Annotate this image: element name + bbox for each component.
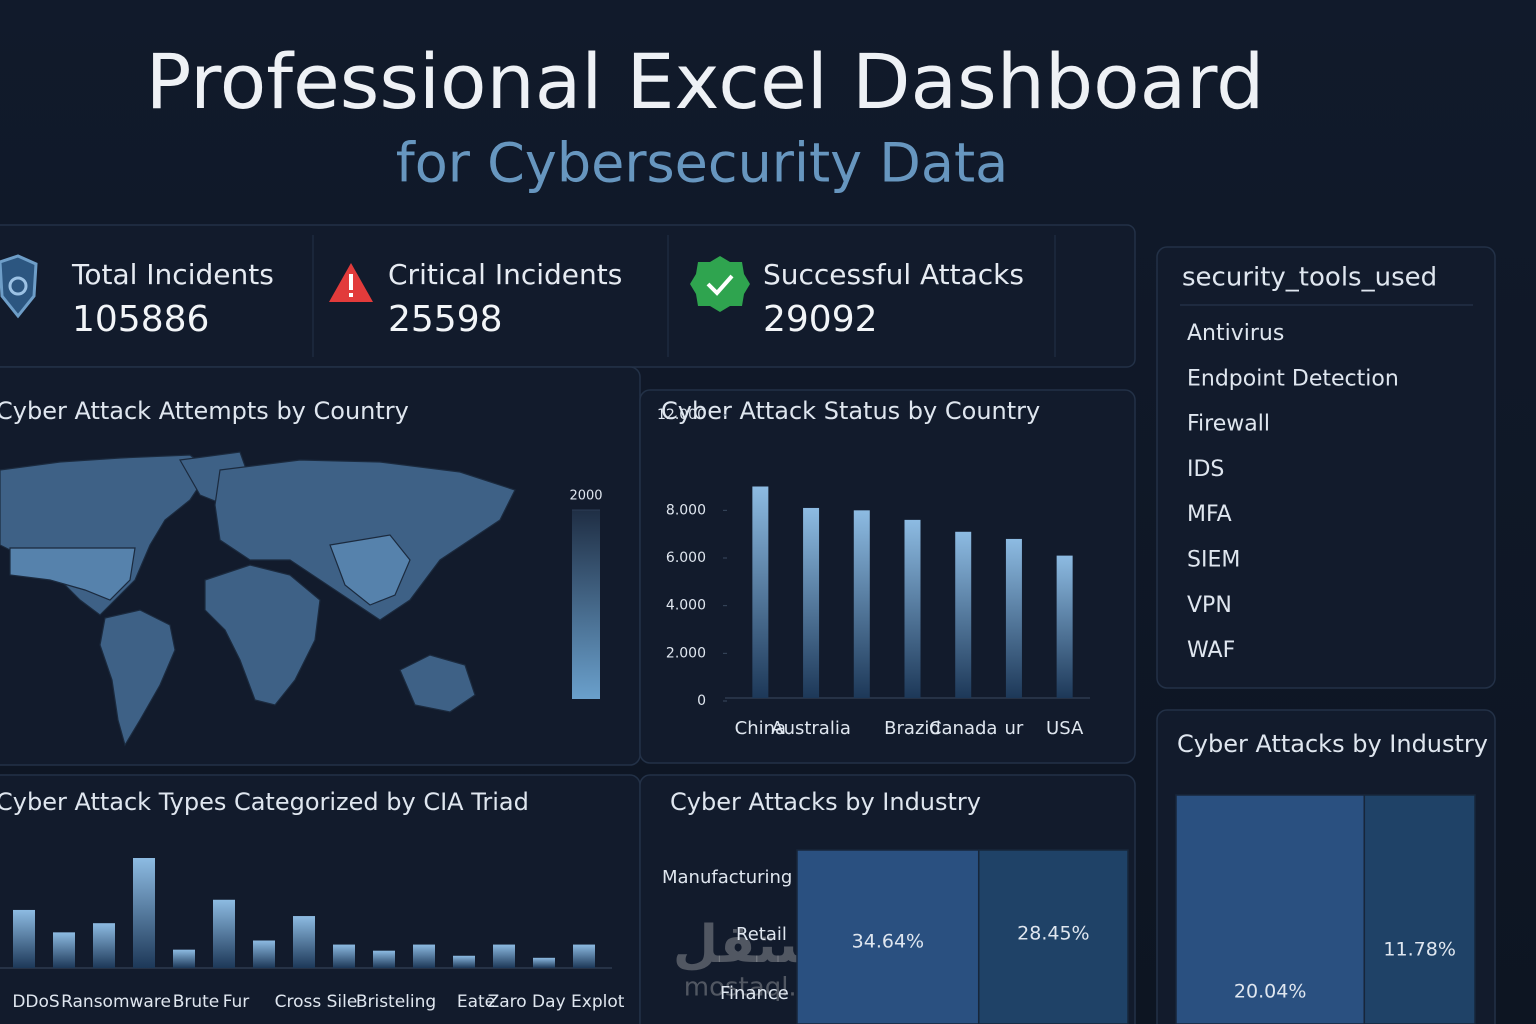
bar xyxy=(1056,555,1073,698)
row-label: Retail xyxy=(736,924,787,945)
x-tick-label: USA xyxy=(1046,718,1084,739)
treemap-label: 20.04% xyxy=(1234,981,1306,1003)
treemap-cell xyxy=(1175,794,1366,1024)
x-tick-label: Ransomware xyxy=(61,992,171,1012)
shield-icon xyxy=(0,254,38,319)
bar xyxy=(752,486,769,698)
bar xyxy=(133,858,155,968)
x-tick-label: ur xyxy=(1005,718,1024,739)
bar xyxy=(573,944,595,968)
colorbar xyxy=(572,510,600,699)
tool-item: MFA xyxy=(1187,502,1232,527)
x-tick-label: Bristeling xyxy=(356,992,436,1012)
treemap-label: 34.64% xyxy=(852,931,924,953)
bar xyxy=(13,909,35,968)
row-label: Finance xyxy=(720,983,789,1004)
tool-item: Endpoint Detection xyxy=(1187,366,1399,391)
x-tick-label: DDoS xyxy=(12,992,59,1012)
x-tick-label: Australia xyxy=(771,718,851,739)
y-tick-label: 8.000 xyxy=(666,502,706,518)
kpi-value: 25598 xyxy=(388,299,503,340)
kpi-value: 105886 xyxy=(72,299,209,340)
treemap-cell xyxy=(1363,794,1476,1024)
tool-item: Firewall xyxy=(1187,412,1270,437)
tool-item: VPN xyxy=(1187,593,1232,618)
bar xyxy=(453,955,475,968)
bar xyxy=(853,510,870,698)
page-title: Professional Excel Dashboard xyxy=(146,37,1265,126)
bar xyxy=(213,899,235,968)
bar xyxy=(533,957,555,968)
colorbar-label: 2000 xyxy=(569,489,602,504)
chart-title: Cyber Attack Attempts by Country xyxy=(0,397,409,425)
bar xyxy=(293,916,315,968)
y-tick-label: 0 xyxy=(697,693,706,709)
bar xyxy=(413,944,435,968)
x-tick-label: Canada xyxy=(929,718,998,739)
page-subtitle: for Cybersecurity Data xyxy=(396,132,1008,195)
row-label: Manufacturing xyxy=(662,867,792,888)
tool-item: WAF xyxy=(1187,638,1235,663)
kpi-panel xyxy=(0,224,1136,368)
chart-title: Cyber Attack Status by Country xyxy=(661,397,1040,425)
x-tick-label: Cross Sile xyxy=(275,992,358,1012)
x-tick-label: China xyxy=(735,718,786,739)
bar xyxy=(904,519,921,698)
tools-title: security_tools_used xyxy=(1182,263,1437,293)
chart-title: Cyber Attacks by Industry xyxy=(670,788,981,816)
y-tick-label: 12.000 xyxy=(657,407,706,423)
chart-title: Cyber Attack Types Categorized by CIA Tr… xyxy=(0,788,529,816)
tool-item: Antivirus xyxy=(1187,321,1284,346)
bar xyxy=(253,940,275,968)
y-tick-label: 6.000 xyxy=(666,550,706,566)
bar xyxy=(93,923,115,968)
bar xyxy=(373,950,395,968)
kpi-label: Successful Attacks xyxy=(763,258,1024,291)
x-tick-label: Zaro Day Explot xyxy=(488,992,625,1012)
y-tick-label: 4.000 xyxy=(666,598,706,614)
bar xyxy=(333,944,355,968)
bar xyxy=(53,932,75,968)
bar xyxy=(1005,538,1022,698)
check-icon xyxy=(690,256,750,312)
tools-panel xyxy=(1156,246,1496,689)
kpi-label: Total Incidents xyxy=(71,258,274,291)
x-tick-label: Brute xyxy=(173,992,220,1012)
tool-item: SIEM xyxy=(1187,548,1240,573)
world-map xyxy=(0,451,516,747)
warning-icon xyxy=(329,263,373,302)
tool-item: IDS xyxy=(1187,457,1224,482)
chart-title: Cyber Attacks by Industry xyxy=(1177,730,1488,758)
bar xyxy=(493,944,515,968)
x-tick-label: Fur xyxy=(223,992,250,1012)
treemap-label: 28.45% xyxy=(1017,923,1089,945)
kpi-value: 29092 xyxy=(763,299,878,340)
treemap-cell xyxy=(796,849,980,1024)
bar xyxy=(173,949,195,968)
y-tick-label: 2.000 xyxy=(666,645,706,661)
bar xyxy=(955,531,972,698)
x-tick-label: Eate xyxy=(457,992,495,1012)
x-tick-label: Brazid xyxy=(884,718,941,739)
bar xyxy=(803,507,820,698)
treemap-cell xyxy=(977,849,1129,1024)
kpi-label: Critical Incidents xyxy=(388,258,622,291)
treemap-label: 11.78% xyxy=(1383,939,1455,961)
